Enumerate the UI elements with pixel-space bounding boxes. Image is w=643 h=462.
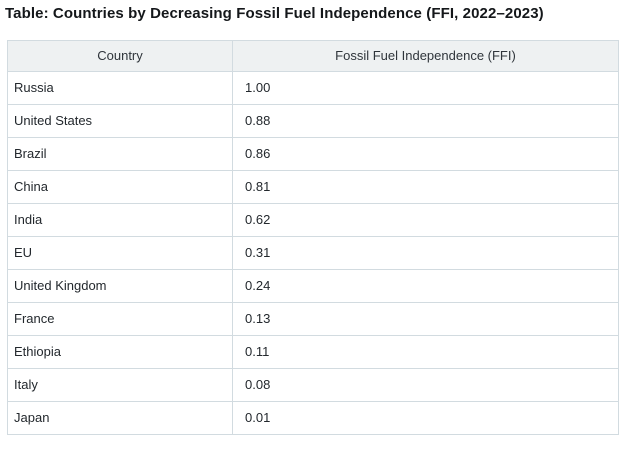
table-row: United States 0.88 — [7, 104, 619, 138]
ffi-value-cell: 0.24 — [232, 269, 619, 303]
country-cell: United Kingdom — [7, 269, 233, 303]
country-cell: Ethiopia — [7, 335, 233, 369]
ffi-value-cell: 0.13 — [232, 302, 619, 336]
table-row: Russia 1.00 — [7, 71, 619, 105]
country-cell: India — [7, 203, 233, 237]
country-cell: France — [7, 302, 233, 336]
column-header-country: Country — [7, 40, 233, 72]
ffi-value-cell: 0.62 — [232, 203, 619, 237]
table-row: Brazil 0.86 — [7, 137, 619, 171]
ffi-value-cell: 0.11 — [232, 335, 619, 369]
ffi-value-cell: 0.88 — [232, 104, 619, 138]
table-row: China 0.81 — [7, 170, 619, 204]
table-row: France 0.13 — [7, 302, 619, 336]
table-row: United Kingdom 0.24 — [7, 269, 619, 303]
country-cell: Russia — [7, 71, 233, 105]
ffi-value-cell: 0.31 — [232, 236, 619, 270]
ffi-value-cell: 1.00 — [232, 71, 619, 105]
page: Table: Countries by Decreasing Fossil Fu… — [5, 5, 619, 435]
column-header-ffi: Fossil Fuel Independence (FFI) — [232, 40, 619, 72]
table-row: India 0.62 — [7, 203, 619, 237]
table-body: Russia 1.00 United States 0.88 Brazil 0.86 Chi… — [7, 71, 619, 435]
ffi-value-cell: 0.01 — [232, 401, 619, 435]
country-cell: China — [7, 170, 233, 204]
country-cell: Italy — [7, 368, 233, 402]
ffi-value-cell: 0.81 — [232, 170, 619, 204]
country-cell: Brazil — [7, 137, 233, 171]
table-row: EU 0.31 — [7, 236, 619, 270]
country-cell: Japan — [7, 401, 233, 435]
page-title: Table: Countries by Decreasing Fossil Fu… — [5, 5, 544, 22]
ffi-value-cell: 0.08 — [232, 368, 619, 402]
ffi-table: Country Fossil Fuel Independence (FFI) R… — [7, 40, 619, 435]
table-row: Italy 0.08 — [7, 368, 619, 402]
ffi-value-cell: 0.86 — [232, 137, 619, 171]
country-cell: EU — [7, 236, 233, 270]
table-row: Japan 0.01 — [7, 401, 619, 435]
country-cell: United States — [7, 104, 233, 138]
table-header-row: Country Fossil Fuel Independence (FFI) — [7, 40, 619, 72]
table-row: Ethiopia 0.11 — [7, 335, 619, 369]
